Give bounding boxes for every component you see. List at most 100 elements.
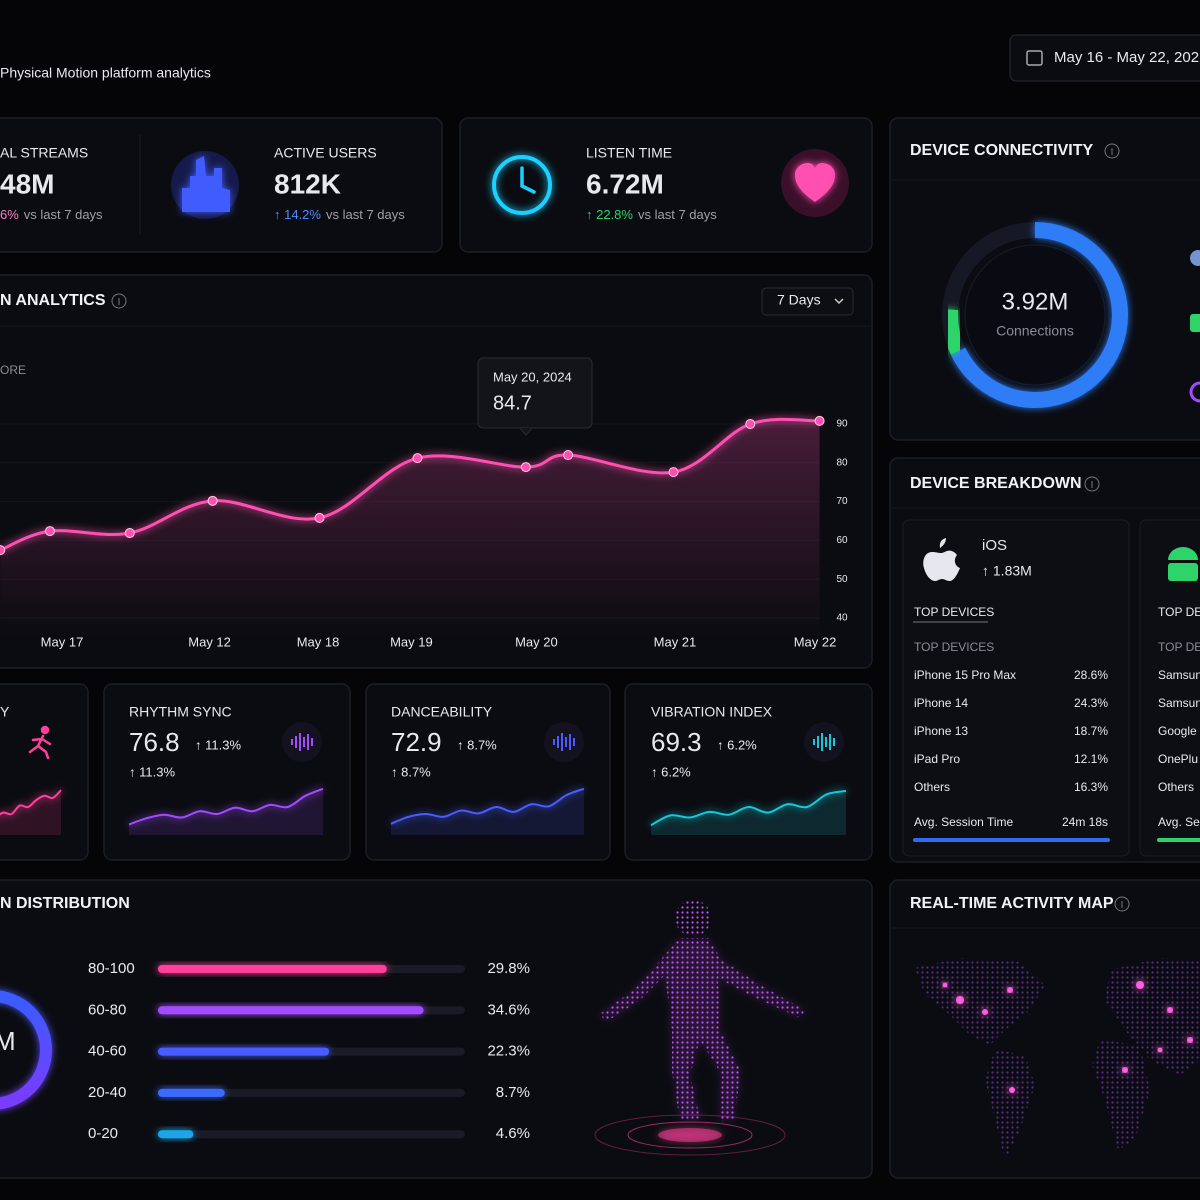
kpi-label: LISTEN TIME [586, 145, 672, 161]
kpi-value: 6.72M [586, 168, 664, 199]
tab[interactable]: TOP DEVICES [914, 605, 994, 619]
date-range[interactable]: May 16 - May 22, 202 [1054, 49, 1199, 66]
point [745, 419, 756, 429]
y-tick-label: 70 [836, 496, 848, 507]
point [44, 526, 55, 537]
device-name: Samsun [1158, 668, 1200, 682]
bar [158, 1047, 330, 1056]
date-button[interactable] [1009, 34, 1200, 82]
period-dropdown[interactable]: 7 Days [761, 287, 854, 316]
device-name: OnePlu [1158, 752, 1198, 766]
ring-value: 3.92M [1002, 288, 1069, 315]
metric-change: ↑ 11.3% [129, 764, 175, 779]
metric-change: ↑ 11.3% [195, 737, 241, 752]
footer-label: Avg. Se [1158, 815, 1200, 829]
device-name: iPhone 14 [914, 696, 968, 710]
tab[interactable]: TOP DE [1158, 605, 1200, 619]
bar [158, 1088, 225, 1097]
info-icon[interactable] [111, 293, 127, 309]
tooltip-value: 84.7 [493, 392, 532, 414]
x-tick-label: May 21 [654, 634, 697, 649]
bar-track [158, 1130, 465, 1139]
android-card [1139, 519, 1200, 857]
footer-value: 24m 18s [1062, 815, 1108, 829]
bar-label: 60-80 [88, 1001, 126, 1018]
metric-change: ↑ 6.2% [717, 737, 757, 752]
metric-label: VIBRATION INDEX [651, 704, 773, 720]
point [412, 453, 423, 464]
line-chart: 40 50 60 70 80 90 May 17 May 12 May 18 May 19 May … [0, 415, 848, 649]
metric-value: 69.3 [651, 727, 702, 757]
heart-icon [781, 149, 849, 217]
metric-icon [544, 722, 584, 762]
device-name: Others [1158, 780, 1194, 794]
runner-icon [28, 725, 52, 760]
x-tick-label: May 22 [794, 634, 837, 649]
y-tick-label: 50 [836, 574, 848, 585]
distribution-panel [0, 879, 873, 1179]
info-icon[interactable] [1084, 476, 1100, 492]
x-tick-label: May 12 [188, 634, 231, 649]
y-axis-label: ORE [0, 363, 26, 377]
sparkline-area [391, 788, 584, 835]
point [814, 415, 825, 426]
bar-value: 34.6% [487, 1001, 530, 1018]
bar-label: 0-20 [88, 1125, 118, 1142]
bar-value: 8.7% [496, 1084, 530, 1101]
sparkline-area [651, 790, 846, 835]
bar-label: 20-40 [88, 1084, 126, 1101]
info-icon[interactable] [1104, 143, 1120, 159]
kpi-value: 812K [274, 168, 341, 199]
dropdown-box[interactable] [761, 287, 854, 316]
metric-icon [804, 722, 844, 762]
device-icons [1189, 250, 1200, 403]
device-share: 12.1% [1074, 752, 1108, 766]
metric-label: RHYTHM SYNC [129, 704, 232, 720]
clock-icon [492, 155, 552, 215]
ios-card [902, 519, 1130, 857]
streams-icon [171, 151, 239, 219]
subtitle: Physical Motion platform analytics [0, 65, 211, 81]
device-share: 24.3% [1074, 696, 1108, 710]
bar-value: 29.8% [487, 960, 530, 977]
metric-value: 76.8 [129, 727, 180, 757]
kpi-note: vs last 7 days [24, 207, 103, 222]
calendar-icon [1026, 50, 1043, 66]
os-name: iOS [982, 537, 1007, 554]
info-icon[interactable] [1114, 896, 1130, 912]
x-tick-label: May 18 [297, 634, 340, 649]
bar-value: 22.3% [487, 1043, 530, 1060]
point [314, 512, 325, 523]
metric-icon [282, 722, 322, 762]
ring-caption: Connections [996, 323, 1074, 339]
panel-title: N DISTRIBUTION [0, 895, 130, 912]
metric-change: ↑ 8.7% [457, 737, 497, 752]
point [520, 462, 531, 473]
device-name: iPhone 15 Pro Max [914, 668, 1016, 682]
bar [158, 1006, 424, 1015]
footer-label: Avg. Session Time [914, 815, 1013, 829]
table-heading: TOP DE [1158, 640, 1200, 654]
metric-cards: Y RHYTHM SYNC 76.8 ↑ 11.3% ↑ 11.3% DANCEABILI… [0, 704, 847, 835]
date-picker[interactable]: May 16 - May 22, 202 [1009, 34, 1200, 82]
panel-title: DEVICE CONNECTIVITY [910, 142, 1093, 159]
bar-label: 40-60 [88, 1043, 126, 1060]
distribution-ring [0, 990, 52, 1110]
tooltip-date: May 20, 2024 [493, 369, 572, 384]
point [563, 450, 574, 461]
metric-label: DANCEABILITY [391, 704, 493, 720]
apple-icon [923, 538, 960, 581]
device-name: iPhone 13 [914, 724, 968, 738]
device-name: Samsun [1158, 696, 1200, 710]
sparkline [128, 787, 324, 826]
point [0, 545, 6, 556]
dropdown-label[interactable]: 7 Days [777, 292, 821, 308]
x-tick-label: May 19 [390, 634, 433, 649]
device-share: 16.3% [1074, 780, 1108, 794]
kpi-label: AL STREAMS [0, 145, 88, 161]
metric-card [0, 683, 89, 861]
y-tick-label: 90 [836, 419, 848, 430]
line-area [0, 419, 820, 638]
distribution-bars: 80-100 29.8% 60-80 34.6% 40-60 22.3% 20-40 8.7%… [88, 960, 530, 1142]
